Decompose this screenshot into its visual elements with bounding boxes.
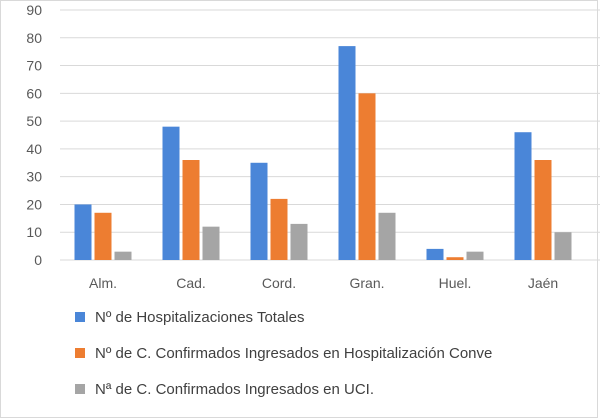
bar: [338, 46, 356, 260]
legend-swatch: [75, 384, 85, 394]
y-tick-label: 10: [26, 224, 42, 240]
bar: [290, 223, 308, 260]
x-category-label: Alm.: [89, 275, 117, 291]
legend-swatch: [75, 312, 85, 322]
y-tick-label: 20: [26, 196, 42, 212]
legend-swatch: [75, 348, 85, 358]
y-tick-label: 30: [26, 169, 42, 185]
legend-label: Nº de C. Confirmados Ingresados en Hospi…: [95, 345, 492, 362]
bar: [446, 257, 464, 260]
bar: [554, 232, 572, 260]
x-category-label: Cord.: [262, 275, 296, 291]
bar: [426, 248, 444, 260]
legend-label: Nº de Hospitalizaciones Totales: [95, 309, 304, 326]
x-axis-categories: Alm. Cad. Cord. Gran. Huel. Jaén: [89, 275, 558, 291]
bar: [250, 162, 268, 260]
bar: [94, 212, 112, 260]
bar: [358, 93, 376, 260]
y-tick-label: 50: [26, 113, 42, 129]
x-category-label: Gran.: [349, 275, 384, 291]
bar: [378, 212, 396, 260]
bar: [114, 251, 132, 260]
bar: [202, 226, 220, 260]
bar: [270, 198, 288, 260]
y-tick-label: 0: [34, 252, 42, 268]
gridlines: [60, 9, 600, 261]
y-tick-label: 40: [26, 141, 42, 157]
y-axis-ticks: 0 10 20 30 40 50 60 70 80 90: [26, 2, 42, 268]
bar: [74, 204, 92, 260]
bar: [466, 251, 484, 260]
bar: [162, 126, 180, 261]
x-category-label: Jaén: [528, 275, 558, 291]
legend-label: Nª de C. Confirmados Ingresados en UCI.: [95, 381, 374, 398]
y-tick-label: 90: [26, 2, 42, 18]
bar: [182, 160, 200, 260]
y-tick-label: 70: [26, 58, 42, 74]
legend: Nº de Hospitalizaciones Totales Nº de C. …: [75, 309, 492, 398]
bar: [534, 160, 552, 260]
x-category-label: Huel.: [439, 275, 472, 291]
y-tick-label: 60: [26, 85, 42, 101]
y-tick-label: 80: [26, 30, 42, 46]
x-category-label: Cad.: [176, 275, 206, 291]
bar: [514, 132, 532, 260]
bars: [74, 46, 572, 261]
